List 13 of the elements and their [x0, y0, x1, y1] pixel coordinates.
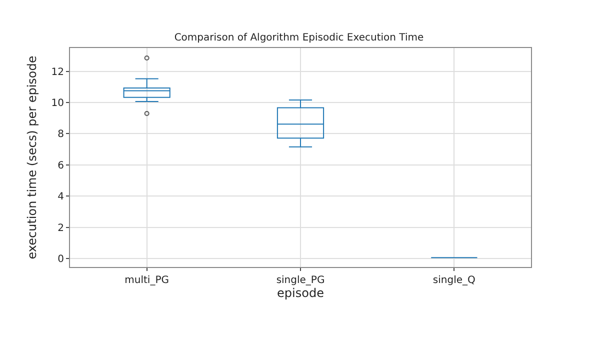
y-tick-label: 6 [58, 160, 64, 172]
y-axis-title: execution time (secs) per episode [25, 56, 39, 260]
x-tick-label: single_Q [432, 275, 476, 286]
y-tick-label: 8 [58, 129, 64, 140]
y-tick-label: 10 [51, 98, 64, 110]
y-tick-label: 2 [58, 222, 64, 234]
x-axis-title: episode [277, 286, 324, 300]
x-tick-label: single_PG [276, 275, 325, 286]
y-tick-label: 4 [58, 192, 64, 203]
chart-title: Comparison of Algorithm Episodic Execution Time [174, 32, 424, 44]
y-tick-label: 0 [58, 254, 64, 265]
x-tick-label: multi_PG [124, 275, 169, 286]
y-tick-label: 12 [51, 66, 64, 78]
